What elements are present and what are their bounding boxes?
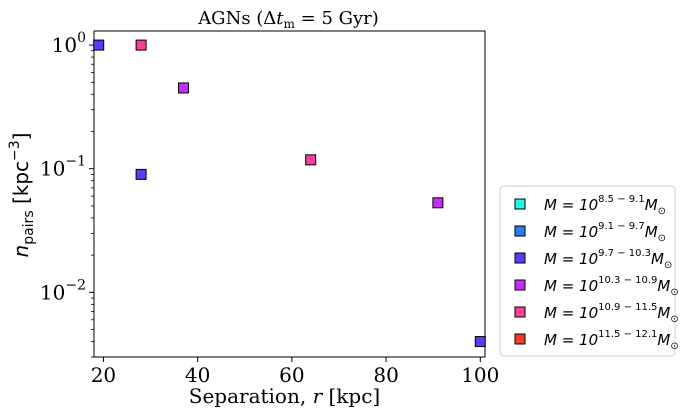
- x-tick-label: 80: [373, 363, 398, 387]
- y-tick-label: 10−1: [40, 154, 86, 181]
- legend-label: M = 109.7 − 10.3M⊙: [544, 248, 672, 271]
- y-tick-label: 100: [52, 30, 86, 57]
- legend-label: M = 1011.5 − 12.1M⊙: [544, 329, 679, 352]
- legend-marker: [514, 333, 526, 345]
- x-tick-label: 60: [279, 363, 304, 387]
- data-point: [93, 39, 105, 51]
- legend-marker: [514, 306, 526, 318]
- legend-box: [499, 185, 676, 357]
- chart-title: AGNs (Δtm = 5 Gyr): [197, 8, 379, 31]
- legend-label: M = 108.5 − 9.1M⊙: [544, 194, 666, 217]
- data-point: [305, 154, 317, 166]
- chart-labels: AGNs (Δtm = 5 Gyr) Separation, r [kpc] npa…: [7, 8, 380, 408]
- data-point: [135, 39, 147, 51]
- plot-area: 20 40 60 80 100 100 10−1 10−2: [40, 30, 499, 387]
- x-tick-label: 40: [185, 363, 210, 387]
- y-tick-label: 10−2: [40, 277, 86, 304]
- plot-frame: [93, 30, 486, 358]
- legend-marker: [514, 198, 526, 210]
- legend-marker: [514, 225, 526, 237]
- legend-marker: [514, 252, 526, 264]
- y-axis-label: npairs [kpc−3]: [7, 133, 37, 258]
- data-point: [178, 82, 190, 94]
- legend-label: M = 109.1 − 9.7M⊙: [544, 221, 666, 244]
- data-point: [135, 168, 147, 180]
- x-tick-label: 100: [461, 363, 499, 387]
- x-tick-label: 20: [91, 363, 116, 387]
- x-axis-label: Separation, r [kpc]: [189, 384, 380, 408]
- legend-marker: [514, 279, 526, 291]
- data-point: [432, 197, 444, 209]
- legend: M = 108.5 − 9.1M⊙ M = 109.1 − 9.7M⊙ M = 10…: [499, 185, 679, 357]
- data-point: [474, 336, 486, 348]
- legend-label: M = 1010.3 − 10.9M⊙: [544, 275, 679, 298]
- legend-label: M = 1010.9 − 11.5M⊙: [544, 302, 679, 325]
